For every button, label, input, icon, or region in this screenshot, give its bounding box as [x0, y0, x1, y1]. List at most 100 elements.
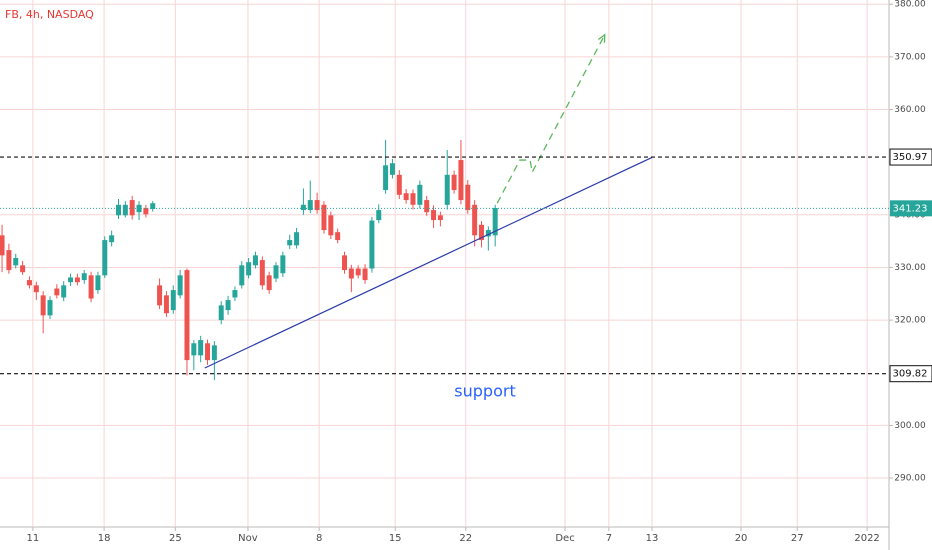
candle-body [458, 160, 464, 201]
candle-body [20, 265, 26, 273]
candle-body [396, 174, 402, 195]
x-tick-label: 25 [169, 533, 182, 544]
candle-body [0, 235, 5, 256]
x-tick-label: 11 [27, 533, 40, 544]
candle-body [472, 204, 478, 236]
candle-body [218, 305, 224, 321]
x-tick-label: Nov [238, 533, 258, 544]
candle-body [225, 300, 231, 311]
candle-body [47, 300, 53, 316]
candle-body [184, 270, 190, 361]
candle-body [362, 268, 368, 281]
candle-body [403, 193, 409, 201]
candle-body [33, 285, 39, 293]
candle-body [273, 265, 279, 279]
x-tick-label: 2022 [854, 533, 879, 544]
candle-body [410, 193, 416, 205]
y-tick-label: 300.00 [894, 421, 926, 431]
candle-body [136, 204, 142, 213]
candle-body [54, 288, 60, 296]
plot-area [0, 33, 889, 381]
candle-body [389, 163, 395, 175]
candle-body [266, 275, 272, 291]
candle-body [376, 210, 382, 221]
x-tick-label: 7 [606, 533, 612, 544]
candle-body [417, 184, 423, 205]
candle-body [280, 255, 286, 274]
last-price-label: 341.23 [893, 203, 928, 214]
trend-line [204, 156, 653, 369]
y-tick-label: 320.00 [894, 316, 926, 326]
candle-body [81, 273, 87, 281]
candle-body [259, 260, 265, 286]
candle-body [157, 285, 163, 306]
candle-body [88, 275, 94, 299]
candle-body [335, 232, 341, 241]
candle-body [109, 235, 115, 243]
candle-body [287, 240, 293, 246]
candle-body [170, 290, 176, 311]
candle-body [348, 268, 354, 279]
x-tick-label: Dec [555, 533, 574, 544]
candle-body [342, 255, 348, 271]
candle-body [198, 340, 204, 356]
y-tick-label: 380.00 [894, 0, 926, 10]
level-label-box [889, 365, 932, 383]
level-label: 309.82 [893, 369, 928, 380]
x-tick-label: 18 [98, 533, 111, 544]
grid [0, 0, 889, 527]
candle-body [444, 174, 450, 205]
candle-body [26, 280, 32, 286]
y-tick-label: 290.00 [894, 474, 926, 484]
candle-body [74, 277, 80, 283]
projection-arrowhead [597, 33, 606, 43]
candle-body [485, 230, 491, 237]
candle-body [321, 204, 327, 231]
candle-body [300, 204, 306, 211]
candle-body [492, 207, 498, 236]
annotation: support [454, 382, 515, 401]
x-tick-label: 20 [735, 533, 748, 544]
candle-body [163, 295, 169, 314]
candle-body [177, 275, 183, 296]
candle-body [95, 275, 101, 291]
candle-body [465, 184, 471, 211]
y-tick-label: 330.00 [894, 263, 926, 273]
candle-body [122, 204, 128, 216]
candle-body [115, 204, 121, 216]
candle-body [68, 277, 74, 283]
x-tick-label: 13 [646, 533, 659, 544]
candle-body [40, 295, 46, 316]
candle-body [205, 343, 211, 361]
level-label-box [889, 148, 932, 166]
x-tick-label: 15 [389, 533, 402, 544]
candle-body [478, 224, 484, 241]
candle-body [191, 343, 197, 356]
candle-body [246, 262, 252, 276]
x-tick-label: 8 [316, 533, 322, 544]
chart-title: FB, 4h, NASDAQ [5, 8, 94, 21]
candle-body [6, 250, 12, 271]
candle-body [437, 215, 443, 221]
level-label: 350.97 [893, 152, 928, 163]
candle-body [232, 290, 238, 298]
candle-body [451, 174, 457, 191]
candle-body [252, 255, 258, 266]
y-tick-label: 370.00 [894, 52, 926, 62]
candle-body [424, 200, 430, 213]
candle-body [314, 200, 320, 211]
candle-body [355, 268, 361, 276]
candle-body [13, 257, 19, 266]
candle-body [143, 207, 149, 215]
candle-body [431, 210, 437, 221]
candle-body [150, 203, 156, 210]
candle-body [239, 265, 245, 286]
candle-body [307, 200, 313, 211]
candle-body [369, 220, 375, 269]
axes: 290.00300.00320.00330.00340.00360.00370.… [27, 0, 932, 544]
last-price-box [890, 200, 932, 217]
candle-body [211, 345, 217, 361]
candle-body [129, 200, 135, 216]
x-tick-label: 22 [459, 533, 472, 544]
